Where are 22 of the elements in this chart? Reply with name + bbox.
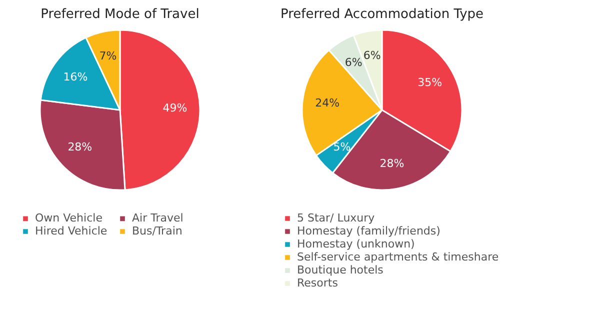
- data-label: 5%: [333, 140, 351, 154]
- legend-label: Own Vehicle: [35, 212, 103, 225]
- data-label: 16%: [63, 70, 88, 84]
- legend-label: Boutique hotels: [297, 264, 384, 276]
- data-label: 49%: [162, 101, 188, 114]
- legend-label: Air Travel: [132, 212, 184, 225]
- data-label: 24%: [315, 96, 340, 110]
- data-label: 6%: [363, 48, 381, 62]
- data-label: 28%: [380, 157, 404, 170]
- data-label: 28%: [68, 140, 92, 154]
- legend-label: Resorts: [297, 276, 338, 290]
- data-label: 6%: [344, 56, 362, 69]
- legend-label: Homestay (family/friends): [297, 224, 440, 238]
- legend-label: Bus/Train: [132, 224, 182, 238]
- chart-title: Preferred Mode of Travel: [40, 7, 200, 22]
- legend-label: 5 Star/ Luxury: [297, 212, 376, 224]
- legend-label: Hired Vehicle: [35, 224, 108, 238]
- legend-label: Homestay (unknown): [297, 238, 415, 250]
- data-label: 7%: [99, 49, 117, 62]
- chart-title: Preferred Accommodation Type: [280, 7, 484, 22]
- data-label: 35%: [418, 76, 442, 89]
- legend-label: Self-service apartments & timeshare: [297, 250, 499, 264]
